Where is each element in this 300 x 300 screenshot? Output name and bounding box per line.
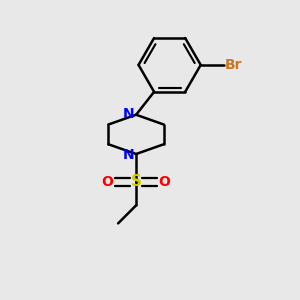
Text: N: N — [123, 107, 135, 121]
Text: Br: Br — [225, 58, 243, 72]
Text: O: O — [102, 175, 114, 189]
Text: O: O — [159, 175, 170, 189]
Text: N: N — [123, 148, 135, 162]
Text: S: S — [130, 174, 142, 189]
